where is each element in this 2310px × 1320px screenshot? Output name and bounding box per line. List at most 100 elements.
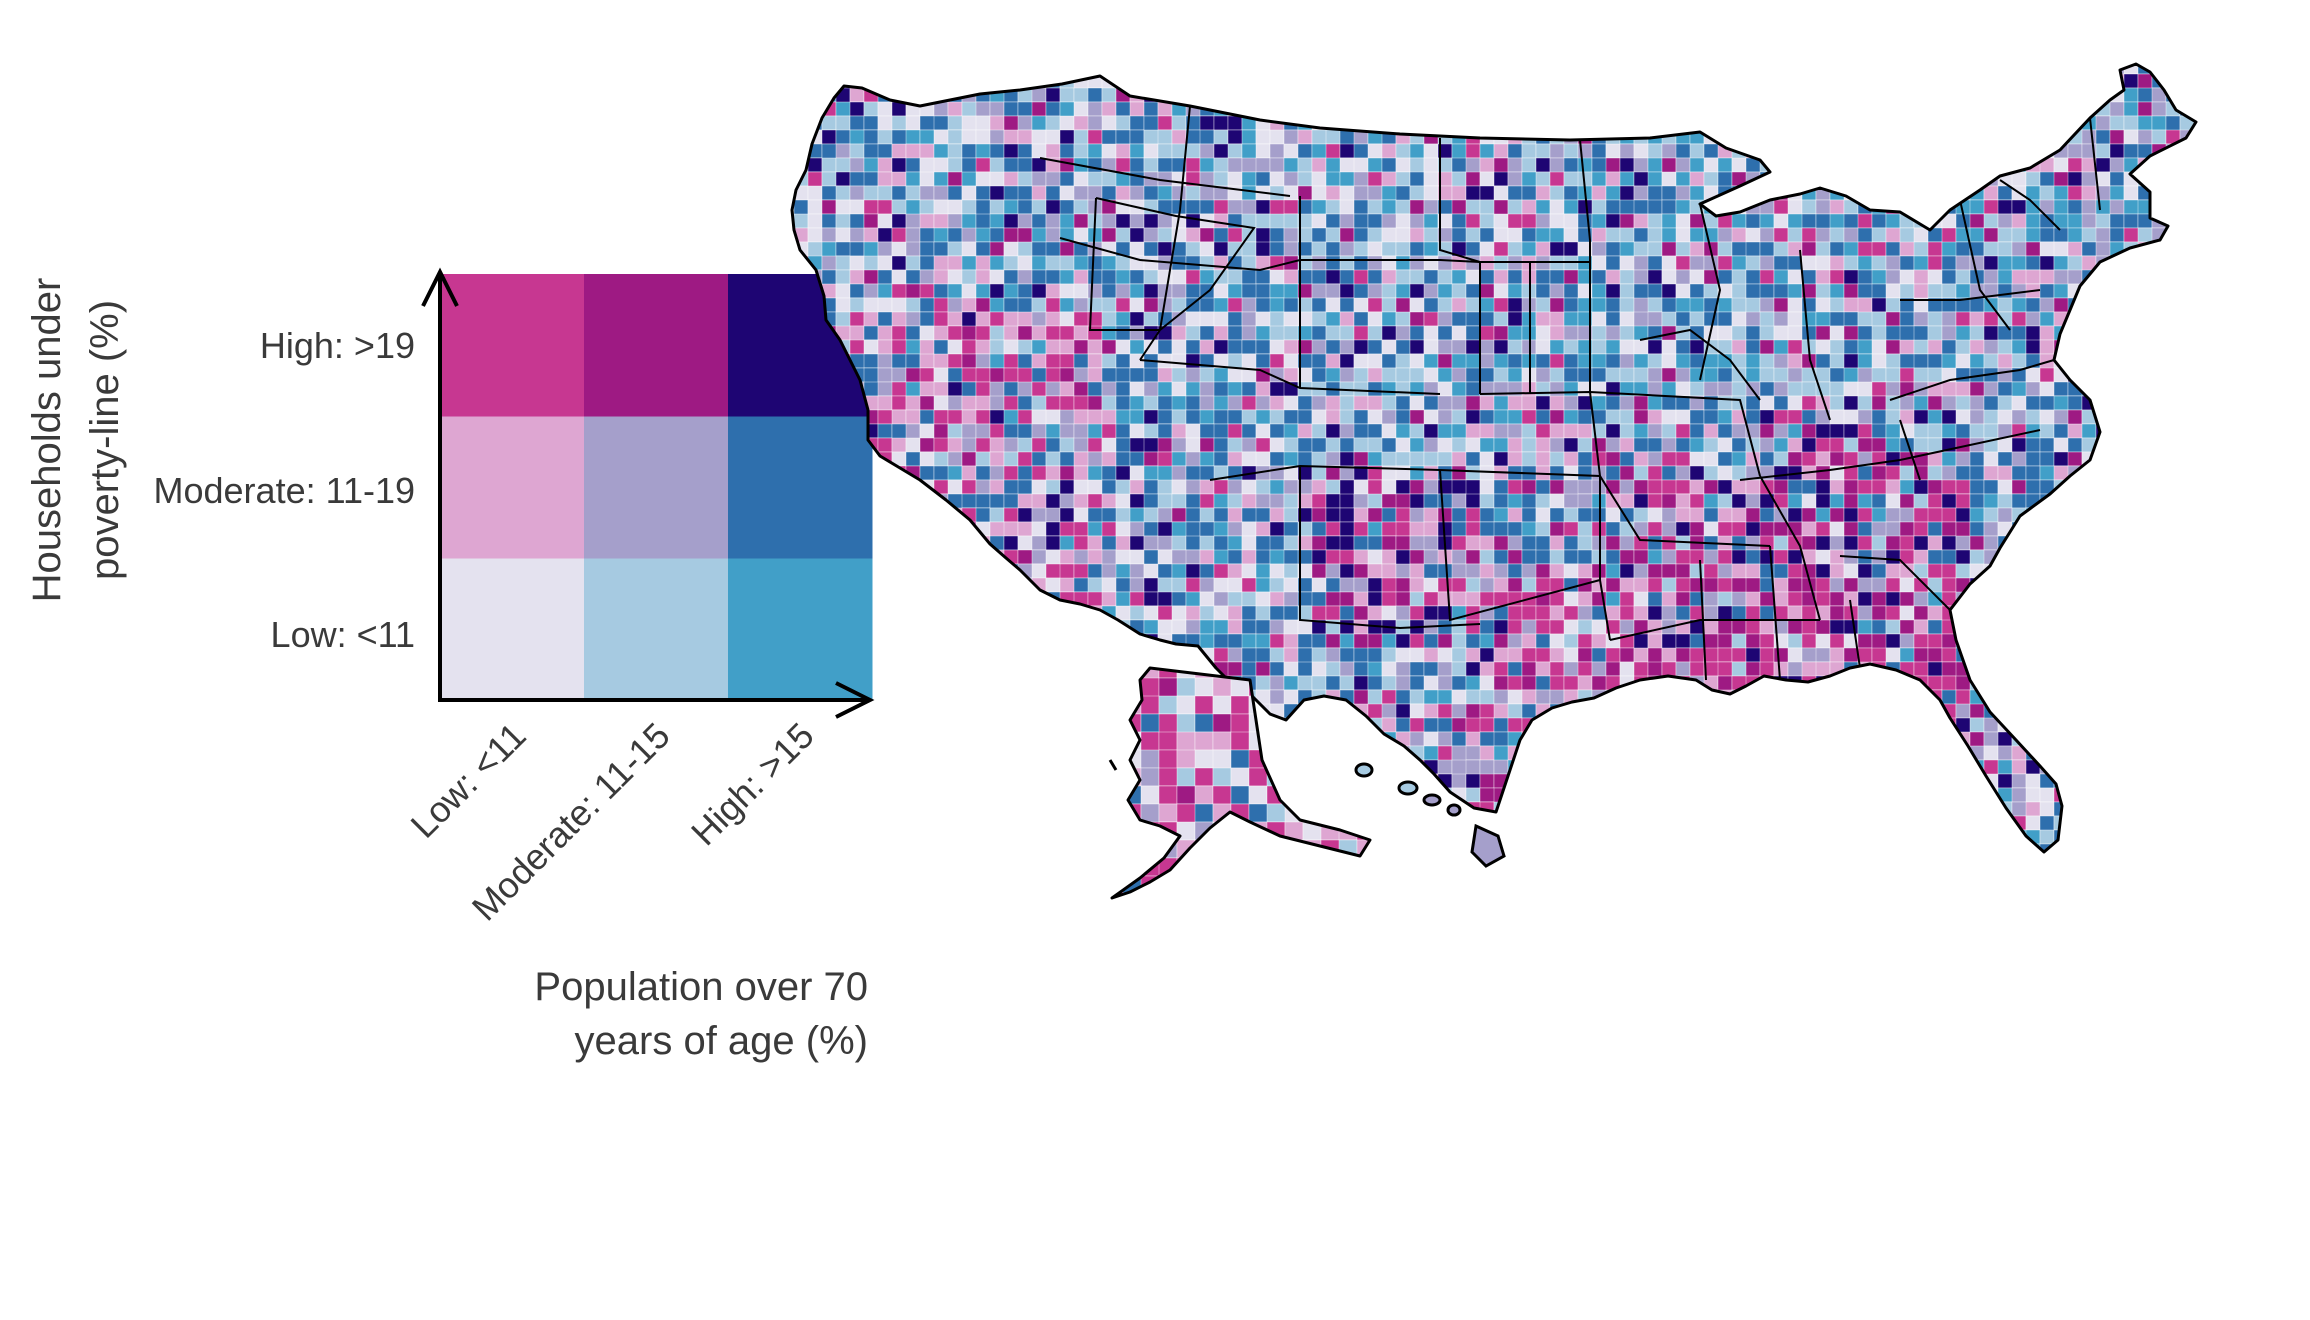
county (1675, 101, 1705, 117)
county (2095, 283, 2125, 313)
county (1031, 689, 1047, 705)
county (835, 227, 851, 243)
county (1451, 731, 1467, 747)
county (1885, 717, 1915, 733)
county (1549, 115, 1565, 131)
county (2151, 731, 2181, 747)
county (1143, 507, 1159, 523)
county (1913, 199, 1929, 215)
county (1521, 64, 1537, 89)
county (2179, 521, 2195, 537)
county (1689, 731, 1705, 747)
county (2123, 451, 2153, 481)
county (1591, 101, 1607, 117)
county (1045, 633, 1075, 649)
county (1031, 87, 1047, 103)
county (2067, 647, 2097, 663)
county (2179, 171, 2195, 187)
county (1493, 339, 1509, 355)
county (1689, 227, 1705, 243)
county (1031, 213, 1047, 229)
county (1059, 255, 1075, 271)
county (1171, 395, 1187, 411)
county (1871, 563, 1887, 579)
county (1871, 675, 1887, 691)
county (1927, 409, 1943, 425)
county (1521, 535, 1537, 551)
county (877, 619, 907, 635)
county (1577, 563, 1593, 579)
county (1045, 745, 1061, 761)
county (905, 731, 921, 747)
county (1423, 87, 1453, 103)
county (1129, 185, 1145, 201)
county (1381, 535, 1397, 551)
county (2053, 73, 2083, 103)
county (1073, 381, 1089, 397)
county (1633, 717, 1663, 733)
county (1633, 731, 1663, 761)
county (1675, 255, 1691, 271)
county (1423, 353, 1439, 369)
county (2067, 507, 2083, 523)
county (1899, 185, 1929, 201)
county (1045, 703, 1075, 719)
county (1339, 213, 1355, 229)
county (1255, 423, 1271, 439)
county (2095, 297, 2111, 313)
county (1843, 367, 1859, 383)
county (1129, 395, 1145, 411)
county (863, 269, 879, 285)
county (2109, 549, 2125, 579)
county (1031, 157, 1047, 173)
county (1955, 129, 1971, 145)
county (877, 64, 893, 75)
county (1423, 199, 1439, 215)
county (2165, 381, 2195, 397)
county (1605, 521, 1621, 537)
county (2011, 64, 2041, 75)
county (1983, 255, 1999, 271)
county (1437, 353, 1453, 369)
legend-cell-poverty-moderate-age-moderate (584, 416, 729, 559)
county (1899, 64, 1929, 75)
county (1731, 563, 1747, 579)
county (1045, 521, 1061, 537)
county (1661, 423, 1677, 439)
county (1493, 171, 1509, 187)
county (2123, 549, 2139, 565)
county (1815, 64, 1845, 75)
county (2109, 521, 2125, 537)
county (2179, 451, 2196, 467)
county (1087, 675, 1103, 691)
county (1325, 227, 1341, 243)
county (1241, 87, 1271, 117)
county (1997, 241, 2013, 257)
county (2123, 591, 2139, 607)
county (1143, 143, 1159, 159)
county (1689, 479, 1705, 495)
county (1241, 269, 1257, 285)
county (2095, 619, 2111, 635)
county (1003, 437, 1019, 453)
county (1535, 283, 1551, 299)
county (1101, 731, 1117, 747)
county (1185, 87, 1201, 103)
county (1899, 731, 1915, 747)
county (2123, 563, 2139, 593)
county (1857, 563, 1873, 579)
county (1311, 171, 1327, 187)
county (2109, 395, 2125, 425)
county (1185, 395, 1201, 411)
county (1507, 423, 1523, 439)
county (877, 507, 893, 523)
county (947, 171, 963, 187)
county (2151, 115, 2167, 131)
county (2165, 325, 2181, 355)
county (1297, 73, 1313, 89)
county (947, 633, 977, 649)
county (1983, 507, 1999, 523)
county (2095, 479, 2111, 509)
county (1031, 717, 1061, 733)
county (961, 577, 977, 593)
